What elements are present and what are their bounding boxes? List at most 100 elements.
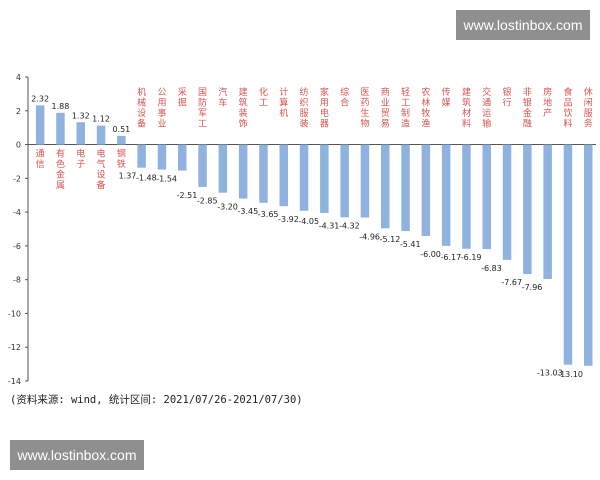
y-tick-label: -14 [8, 377, 21, 386]
y-tick-label: 4 [16, 73, 21, 82]
value-label: 0.51 [112, 125, 130, 134]
category-label: 建筑材料 [462, 86, 471, 130]
bar [502, 144, 512, 260]
value-label: -5.12 [380, 235, 401, 244]
bar [543, 144, 552, 279]
bar [238, 144, 248, 199]
watermark-top: www.lostinbox.com [456, 10, 590, 40]
bar [56, 112, 65, 145]
y-tick-label: -4 [13, 208, 21, 217]
category-label: 计算机 [279, 86, 288, 119]
y-tick-label: -6 [13, 242, 21, 251]
bar [340, 144, 349, 218]
value-label: -7.96 [522, 283, 543, 292]
y-tick-label: 2 [16, 107, 21, 116]
y-tick-label: -8 [13, 276, 21, 285]
category-label: 通信 [36, 149, 45, 171]
category-label: 银行 [503, 86, 512, 109]
bar [198, 144, 207, 187]
bar [279, 144, 288, 207]
bar [421, 144, 431, 236]
value-label: -4.05 [298, 217, 319, 226]
category-label: 电子 [76, 148, 85, 171]
category-label: 汽车 [218, 86, 227, 109]
category-label: 轻工制造 [401, 86, 410, 130]
y-tick-label: -2 [13, 174, 21, 183]
category-label: 化工 [259, 86, 268, 109]
bar [96, 125, 106, 145]
bar [462, 144, 471, 249]
watermark-bottom: www.lostinbox.com [10, 440, 144, 470]
value-label: -1.54 [156, 175, 177, 184]
category-label: 商业贸易 [381, 86, 390, 130]
bar [76, 122, 85, 145]
bar [35, 105, 45, 145]
category-label: 食品饮料 [563, 86, 572, 130]
category-label: 公用事业 [157, 87, 166, 130]
y-tick-label: -12 [8, 343, 21, 352]
bar [360, 144, 370, 218]
value-label: -4.31 [319, 221, 340, 230]
bar [401, 144, 410, 232]
category-label: 钢铁 [117, 148, 126, 171]
value-label: -13.03 [537, 369, 563, 378]
value-label: -6.83 [481, 264, 502, 273]
category-label: 房地产 [543, 86, 552, 119]
value-label: -3.45 [237, 207, 258, 216]
bar [563, 144, 573, 365]
bar [259, 144, 268, 203]
value-label: -3.65 [258, 210, 279, 219]
bar [381, 144, 390, 229]
y-axis: 4 2 0 -2 -4 -6 -8 -10 -12 -14 [8, 73, 596, 386]
value-label: 1.12 [92, 115, 110, 124]
label-group: 2.32 通信 1.88 有色金属 1.32 电子 1.12 电气设备 0.51 钢铁1.37 机械… [31, 86, 593, 379]
value-label: -6.17 [440, 253, 461, 262]
bar [584, 144, 593, 366]
value-label: 1.37 [119, 172, 137, 181]
value-label: -3.92 [278, 215, 299, 224]
source-note: (资料来源: wind, 统计区间: 2021/07/26-2021/07/30… [10, 394, 303, 406]
category-label: 传媒 [442, 86, 451, 109]
category-label: 机械设备 [137, 86, 146, 130]
value-label: -13.10 [557, 370, 583, 379]
value-label: 1.32 [72, 111, 90, 120]
value-label: 1.88 [52, 102, 70, 111]
value-label: 2.32 [31, 94, 49, 103]
bar [117, 135, 126, 145]
value-label: -6.19 [461, 253, 482, 262]
category-label: 有色金属 [56, 148, 65, 192]
value-label: -1.48 [136, 174, 157, 183]
bar [178, 144, 187, 171]
category-label: 综合 [340, 86, 349, 109]
category-label: 农林牧渔 [421, 86, 430, 130]
value-label: -4.32 [339, 222, 360, 231]
category-label: 国防军工 [198, 87, 207, 130]
value-label: -2.85 [197, 197, 218, 206]
value-label: -3.20 [217, 203, 238, 212]
y-tick-label: 0 [16, 141, 21, 150]
bar-chart: 4 2 0 -2 -4 -6 -8 -10 -12 -14 2.32 通信 1.88 有色金属 1.32 电… [8, 73, 596, 386]
category-label: 家用电器 [320, 86, 329, 130]
category-label: 交通运输 [482, 86, 491, 130]
value-label: -6.00 [420, 250, 441, 259]
category-label: 纺织服装 [300, 86, 309, 130]
category-label: 非银金融 [523, 86, 532, 130]
category-label: 休闲服务 [584, 86, 593, 130]
category-label: 采掘 [178, 87, 187, 109]
category-label: 电气设备 [97, 148, 106, 192]
y-tick-label: -10 [8, 309, 21, 318]
category-label: 医药生物 [360, 87, 369, 130]
bar [320, 144, 329, 213]
value-label: -4.96 [359, 232, 380, 241]
bar [157, 144, 167, 170]
value-label: -7.67 [501, 278, 522, 287]
bar [482, 144, 491, 250]
value-label: -2.51 [177, 191, 198, 200]
bar [218, 144, 228, 193]
category-label: 建筑装饰 [239, 86, 248, 130]
bar [137, 144, 146, 168]
value-label: -5.41 [400, 240, 421, 249]
bar-group [35, 105, 593, 366]
bar [441, 144, 451, 246]
bar [523, 144, 532, 275]
